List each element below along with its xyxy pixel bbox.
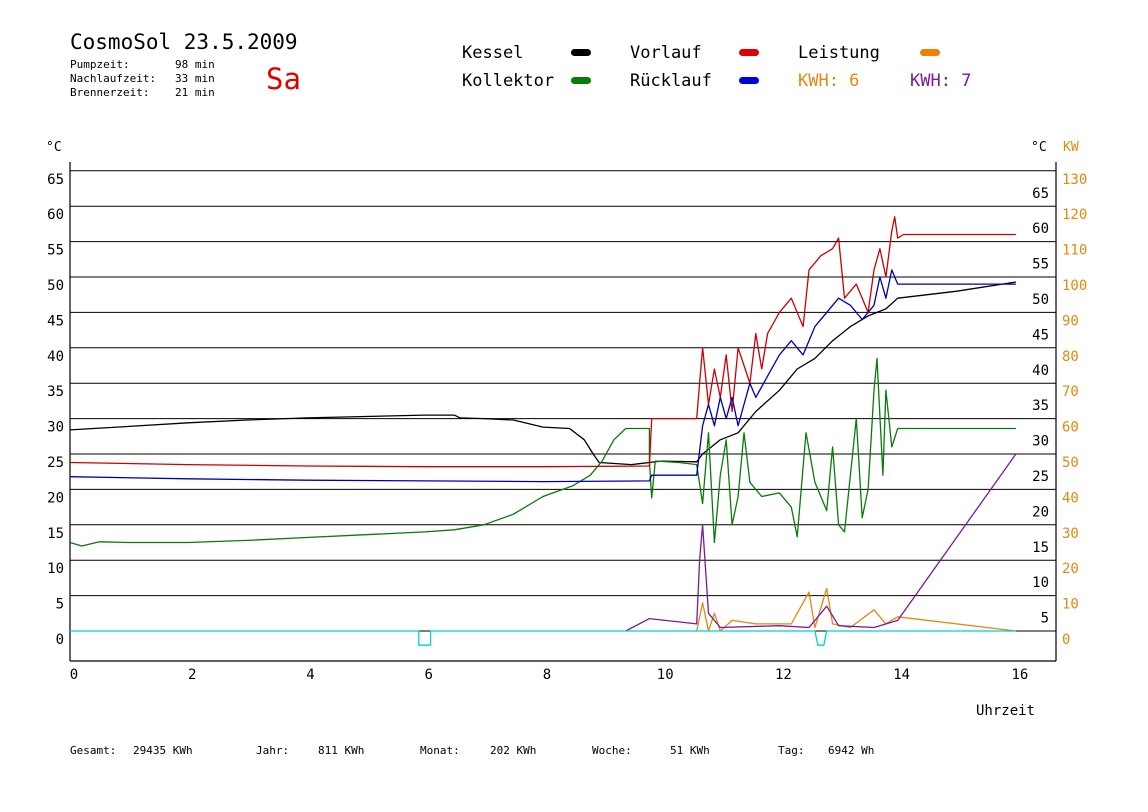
series-leistung-line (696, 587, 1016, 632)
y-tick-right-power-40: 40 (1062, 490, 1079, 506)
y-tick-left-20: 20 (47, 490, 64, 506)
x-axis-label: Uhrzeit (976, 703, 1035, 719)
y-tick-right-power-50: 50 (1062, 455, 1079, 471)
legend-kollektor: Kollektor (462, 71, 555, 91)
x-tick-14: 14 (893, 667, 910, 683)
series-vorlauf-line (69, 216, 1016, 468)
y-tick-right-temp-40: 40 (1032, 363, 1049, 379)
y-tick-right-temp-50: 50 (1032, 292, 1049, 308)
footer-tag-value: 6942 Wh (828, 744, 875, 757)
stat-pumpzeit-value: 98 min (175, 58, 215, 71)
y-tick-right-power-100: 100 (1062, 278, 1087, 294)
series-pumpe-line (70, 630, 1016, 646)
stat-pumpzeit-label: Pumpzeit: (70, 58, 130, 71)
y-tick-right-temp-25: 25 (1032, 469, 1049, 485)
x-tick-4: 4 (306, 667, 314, 683)
chart-title: CosmoSol 23.5.2009 (70, 30, 298, 54)
y-tick-right-temp-5: 5 (1041, 611, 1049, 627)
legend-kessel-swatch (571, 49, 591, 56)
footer-woche-label: Woche: (592, 744, 632, 757)
y-tick-left-50: 50 (47, 278, 64, 294)
y-tick-left-55: 55 (47, 243, 64, 259)
y-tick-right-power-110: 110 (1062, 243, 1087, 259)
stat-brennerzeit-label: Brennerzeit: (70, 86, 150, 99)
series-kwh-line (625, 453, 1017, 632)
footer-jahr-value: 811 KWh (318, 744, 365, 757)
legend-kwh-purple: KWH: 7 (910, 71, 972, 91)
y-tick-right-temp-60: 60 (1032, 221, 1049, 237)
y-tick-left-5: 5 (56, 597, 64, 613)
legend-vorlauf: Vorlauf (630, 43, 702, 63)
y-tick-left-40: 40 (47, 349, 64, 365)
legend-kollektor-swatch (571, 77, 591, 84)
legend-ruecklauf-swatch (739, 77, 759, 84)
x-tick-0: 0 (70, 667, 78, 683)
series-ruecklauf-line (69, 269, 1016, 483)
y-tick-right-power-70: 70 (1062, 384, 1079, 400)
y-tick-right-power-20: 20 (1062, 561, 1079, 577)
y-tick-right-temp-30: 30 (1032, 434, 1049, 450)
y-tick-right-temp-20: 20 (1032, 504, 1049, 520)
footer-tag-label: Tag: (778, 744, 805, 757)
footer-woche-value: 51 KWh (670, 744, 710, 757)
y-tick-right-temp-55: 55 (1032, 257, 1049, 273)
stat-nachlaufzeit-value: 33 min (175, 72, 215, 85)
series-kessel-line (69, 281, 1017, 466)
y-tick-right-power-30: 30 (1062, 526, 1079, 542)
legend-kwh-orange: KWH: 6 (798, 71, 860, 91)
legend-leistung: Leistung (798, 43, 880, 63)
y-tick-left-60: 60 (47, 207, 64, 223)
y-tick-right-temp-45: 45 (1032, 327, 1049, 343)
x-tick-10: 10 (657, 667, 674, 683)
y-tick-left-30: 30 (47, 420, 64, 436)
footer-monat-label: Monat: (420, 744, 460, 757)
y-tick-left-0: 0 (56, 632, 64, 648)
y-tick-right-power-80: 80 (1062, 349, 1079, 365)
y-axis-label-left: °C (46, 140, 62, 155)
y-tick-left-65: 65 (47, 172, 64, 188)
legend-vorlauf-swatch (739, 49, 759, 56)
y-tick-right-power-60: 60 (1062, 420, 1079, 436)
y-tick-right-power-120: 120 (1062, 207, 1087, 223)
y-tick-right-power-130: 130 (1062, 172, 1087, 188)
y-axis-label-power: KW (1063, 140, 1079, 155)
x-tick-12: 12 (775, 667, 792, 683)
x-tick-2: 2 (188, 667, 196, 683)
y-tick-right-temp-65: 65 (1032, 186, 1049, 202)
series-kollektor-line (69, 357, 1016, 547)
stat-brennerzeit-value: 21 min (175, 86, 215, 99)
footer-gesamt-label: Gesamt: (70, 744, 117, 757)
y-axis-label-right: °C (1031, 140, 1047, 155)
legend-leistung-swatch (920, 49, 940, 56)
weekday-label: Sa (266, 62, 301, 96)
legend-ruecklauf: Rücklauf (630, 71, 712, 91)
footer-jahr-label: Jahr: (256, 744, 290, 757)
footer-gesamt-value: 29435 KWh (133, 744, 193, 757)
x-tick-16: 16 (1011, 667, 1028, 683)
x-tick-6: 6 (425, 667, 433, 683)
stat-nachlaufzeit-label: Nachlaufzeit: (70, 72, 157, 85)
y-tick-left-35: 35 (47, 384, 64, 400)
y-tick-right-power-10: 10 (1062, 597, 1079, 613)
y-tick-left-10: 10 (47, 561, 64, 577)
y-tick-right-power-90: 90 (1062, 313, 1079, 329)
y-tick-right-temp-35: 35 (1032, 398, 1049, 414)
footer-monat-value: 202 KWh (490, 744, 537, 757)
y-tick-right-power-0: 0 (1062, 632, 1070, 648)
y-tick-right-temp-10: 10 (1032, 575, 1049, 591)
y-tick-left-25: 25 (47, 455, 64, 471)
x-tick-8: 8 (543, 667, 551, 683)
y-tick-right-temp-15: 15 (1032, 540, 1049, 556)
y-tick-left-15: 15 (47, 526, 64, 542)
y-tick-left-45: 45 (47, 313, 64, 329)
legend-kessel: Kessel (462, 43, 524, 63)
